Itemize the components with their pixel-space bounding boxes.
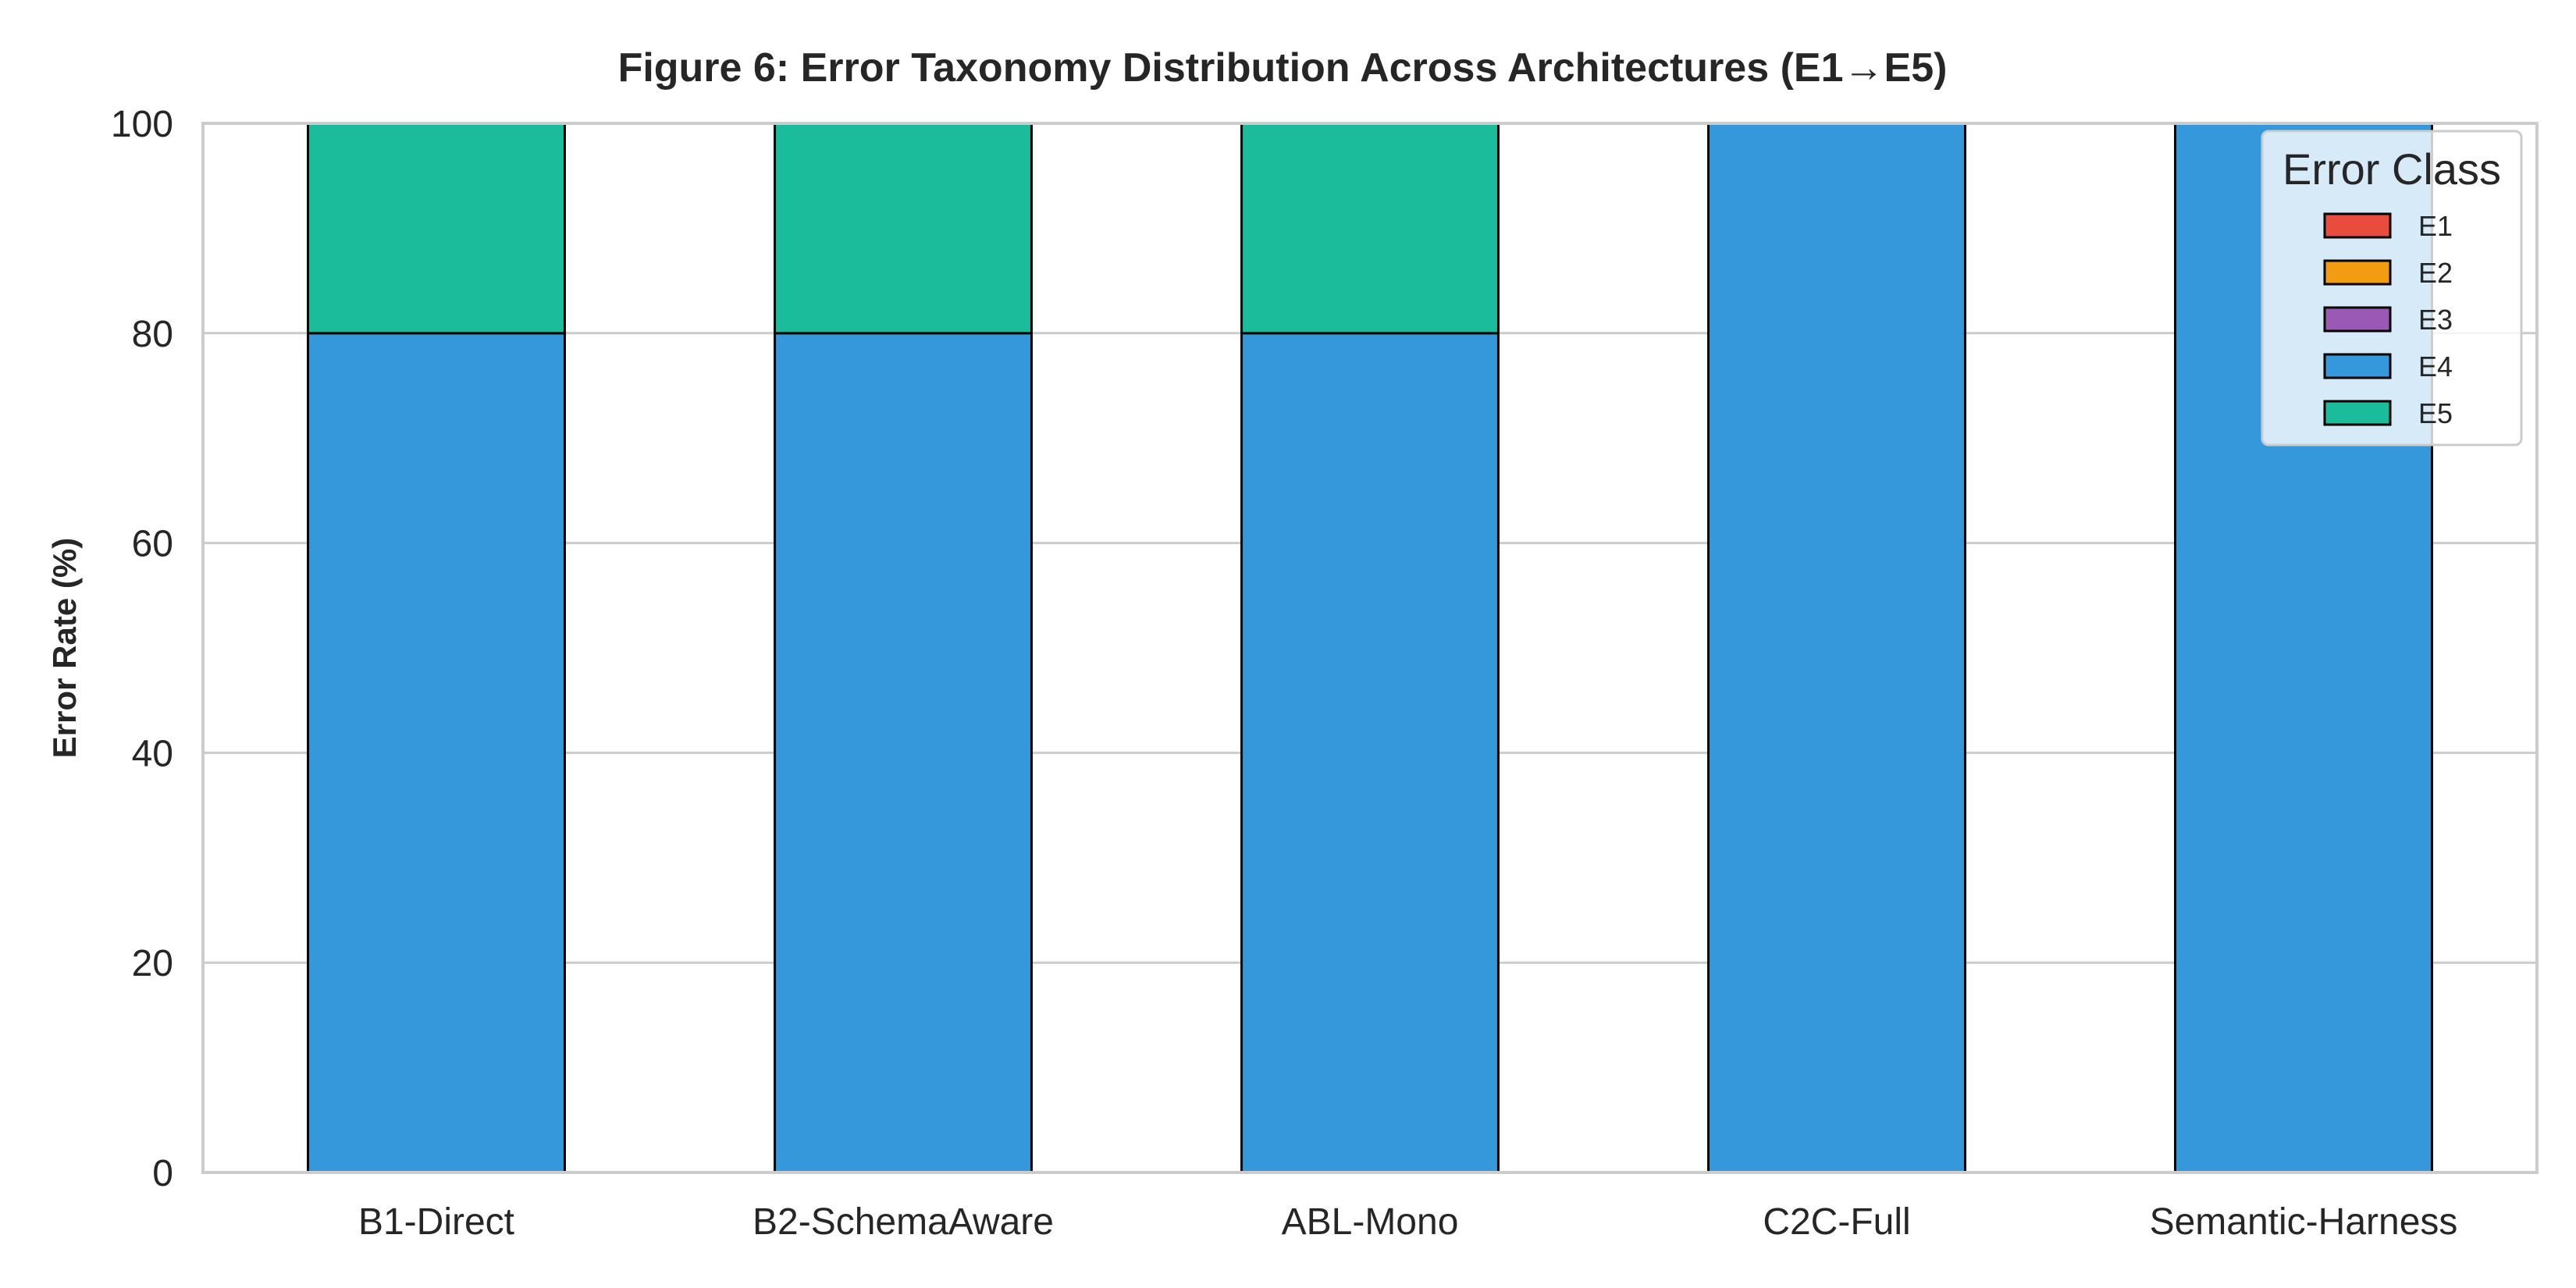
legend-label-e1: E1 [2418, 210, 2453, 242]
y-tick-label: 0 [152, 1153, 173, 1194]
bar-e5-abl-mono [1240, 122, 1500, 335]
legend: Error Class E1 E2 E3 E4 E5 [2261, 130, 2523, 447]
legend-label-e4: E4 [2418, 350, 2453, 382]
legend-items: E1 E2 E3 E4 E5 [2323, 210, 2453, 429]
legend-swatch-e1 [2323, 212, 2392, 239]
x-tick-label: B2-SchemaAware [753, 1201, 1054, 1243]
x-tick-label: Semantic-Harness [2150, 1201, 2458, 1243]
legend-swatch-e4 [2323, 353, 2392, 379]
legend-swatch-e3 [2323, 306, 2392, 333]
bar-e4-b1-direct [307, 332, 566, 1174]
y-tick-label: 100 [111, 104, 173, 145]
bar-e5-b1-direct [307, 122, 566, 335]
bar-e5-b2-schemaaware [774, 122, 1033, 335]
legend-label-e5: E5 [2418, 397, 2453, 429]
legend-swatch-e5 [2323, 400, 2392, 426]
legend-label-e2: E2 [2418, 257, 2453, 289]
y-tick-label: 80 [132, 314, 173, 355]
x-tick-label: C2C-Full [1763, 1201, 1910, 1243]
legend-label-e3: E3 [2418, 304, 2453, 336]
legend-title: Error Class [2282, 144, 2501, 194]
y-tick-label: 40 [132, 733, 173, 774]
y-tick-labels: 0 20 40 60 80 100 [111, 104, 173, 1194]
y-tick-label: 20 [132, 943, 173, 984]
y-tick-label: 60 [132, 524, 173, 565]
chart-title: Figure 6: Error Taxonomy Distribution Ac… [618, 45, 1948, 91]
y-axis-label: Error Rate (%) [46, 538, 83, 758]
x-tick-label: B1-Direct [358, 1201, 514, 1243]
bars [307, 122, 2433, 1174]
bar-e4-c2c-full [1707, 122, 1966, 1174]
x-tick-labels: B1-Direct B2-SchemaAware ABL-Mono C2C-Full S… [358, 1201, 2457, 1243]
x-tick-label: ABL-Mono [1282, 1201, 1459, 1243]
legend-swatch-e2 [2323, 259, 2392, 286]
bar-e4-abl-mono [1240, 332, 1500, 1174]
bar-e4-b2-schemaaware [774, 332, 1033, 1174]
plot-frame [201, 122, 2539, 1174]
